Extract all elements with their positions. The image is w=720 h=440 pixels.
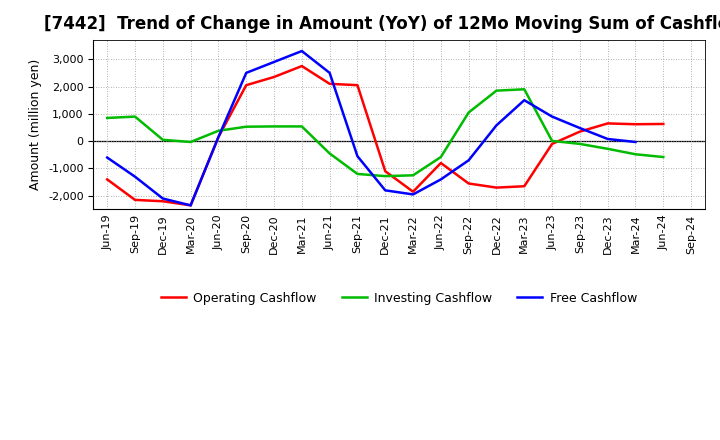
Free Cashflow bbox=[103, 155, 112, 160]
Operating Cashflow bbox=[492, 185, 501, 190]
Investing Cashflow bbox=[103, 115, 112, 121]
Operating Cashflow bbox=[436, 161, 445, 166]
Investing Cashflow bbox=[603, 146, 612, 151]
Free Cashflow bbox=[270, 59, 279, 65]
Free Cashflow bbox=[631, 139, 640, 145]
Free Cashflow bbox=[214, 135, 222, 140]
Operating Cashflow bbox=[103, 177, 112, 182]
Free Cashflow bbox=[158, 196, 167, 201]
Free Cashflow bbox=[603, 136, 612, 142]
Operating Cashflow bbox=[158, 198, 167, 204]
Investing Cashflow bbox=[158, 137, 167, 143]
Free Cashflow bbox=[381, 188, 390, 193]
Free Cashflow bbox=[548, 114, 557, 119]
Free Cashflow bbox=[325, 70, 334, 76]
Free Cashflow bbox=[297, 48, 306, 54]
Operating Cashflow bbox=[381, 169, 390, 174]
Operating Cashflow bbox=[659, 121, 667, 127]
Investing Cashflow bbox=[436, 154, 445, 160]
Operating Cashflow bbox=[325, 81, 334, 86]
Free Cashflow bbox=[409, 192, 418, 197]
Investing Cashflow bbox=[214, 128, 222, 133]
Investing Cashflow bbox=[270, 124, 279, 129]
Operating Cashflow bbox=[575, 129, 584, 134]
Free Cashflow bbox=[492, 123, 501, 128]
Investing Cashflow bbox=[631, 152, 640, 157]
Free Cashflow bbox=[575, 125, 584, 131]
Free Cashflow bbox=[242, 70, 251, 76]
Investing Cashflow bbox=[353, 171, 361, 176]
Free Cashflow bbox=[464, 158, 473, 163]
Line: Free Cashflow: Free Cashflow bbox=[107, 51, 636, 205]
Operating Cashflow bbox=[409, 189, 418, 194]
Investing Cashflow bbox=[464, 110, 473, 115]
Operating Cashflow bbox=[214, 135, 222, 140]
Title: [7442]  Trend of Change in Amount (YoY) of 12Mo Moving Sum of Cashflows: [7442] Trend of Change in Amount (YoY) o… bbox=[44, 15, 720, 33]
Investing Cashflow bbox=[131, 114, 140, 119]
Line: Operating Cashflow: Operating Cashflow bbox=[107, 66, 663, 205]
Operating Cashflow bbox=[631, 121, 640, 127]
Y-axis label: Amount (million yen): Amount (million yen) bbox=[30, 59, 42, 191]
Operating Cashflow bbox=[242, 83, 251, 88]
Operating Cashflow bbox=[186, 203, 195, 208]
Investing Cashflow bbox=[492, 88, 501, 93]
Investing Cashflow bbox=[242, 124, 251, 129]
Investing Cashflow bbox=[548, 138, 557, 143]
Operating Cashflow bbox=[520, 183, 528, 189]
Free Cashflow bbox=[436, 177, 445, 182]
Operating Cashflow bbox=[353, 83, 361, 88]
Investing Cashflow bbox=[659, 154, 667, 160]
Investing Cashflow bbox=[381, 173, 390, 179]
Operating Cashflow bbox=[270, 74, 279, 80]
Operating Cashflow bbox=[297, 63, 306, 69]
Investing Cashflow bbox=[325, 151, 334, 156]
Operating Cashflow bbox=[131, 197, 140, 202]
Operating Cashflow bbox=[603, 121, 612, 126]
Legend: Operating Cashflow, Investing Cashflow, Free Cashflow: Operating Cashflow, Investing Cashflow, … bbox=[156, 287, 642, 310]
Investing Cashflow bbox=[186, 139, 195, 145]
Line: Investing Cashflow: Investing Cashflow bbox=[107, 89, 663, 176]
Free Cashflow bbox=[186, 203, 195, 208]
Investing Cashflow bbox=[409, 172, 418, 178]
Operating Cashflow bbox=[464, 181, 473, 186]
Free Cashflow bbox=[353, 154, 361, 159]
Free Cashflow bbox=[520, 98, 528, 103]
Free Cashflow bbox=[131, 174, 140, 180]
Investing Cashflow bbox=[520, 87, 528, 92]
Investing Cashflow bbox=[575, 141, 584, 147]
Investing Cashflow bbox=[297, 124, 306, 129]
Operating Cashflow bbox=[548, 141, 557, 147]
